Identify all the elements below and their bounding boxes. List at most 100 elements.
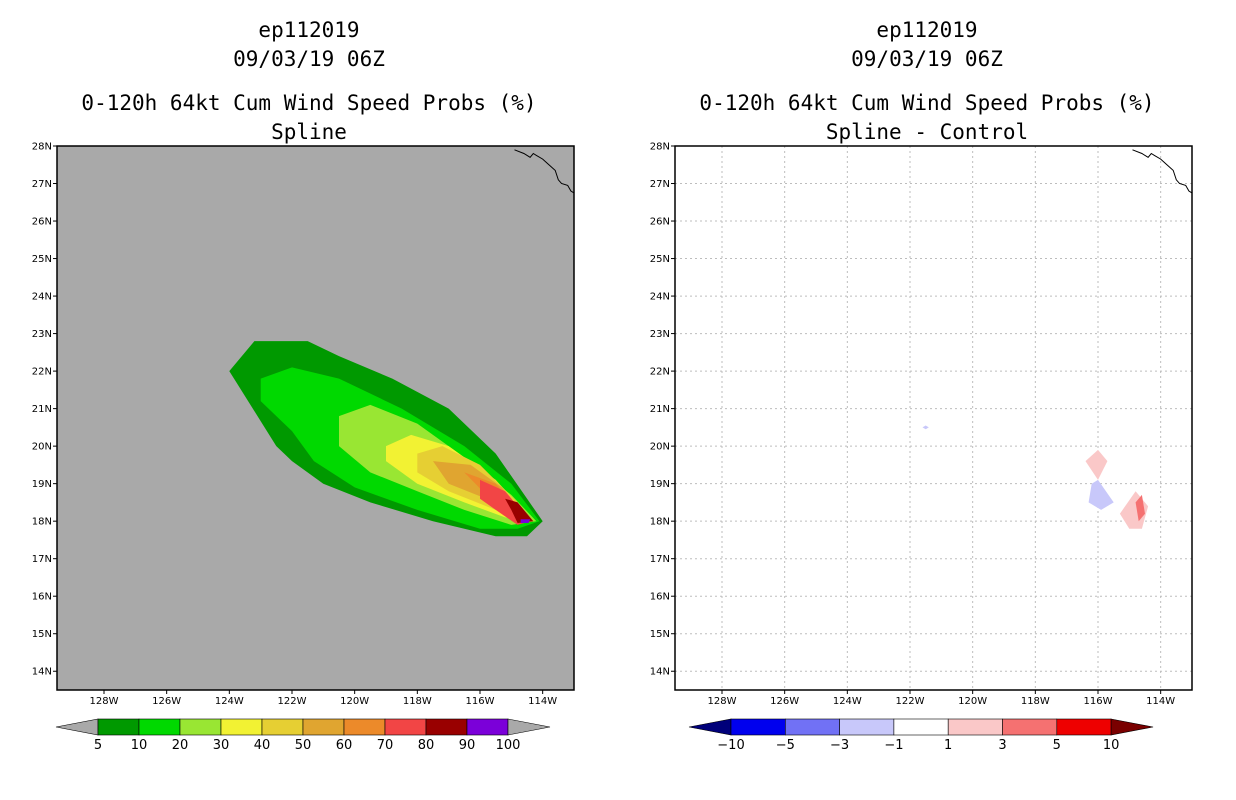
colorbar-label: −3 <box>830 738 849 753</box>
y-tick-label: 20N <box>650 442 670 453</box>
y-tick-label: 15N <box>650 629 670 640</box>
y-tick-label: 21N <box>650 404 670 415</box>
colorbar-label: 3 <box>998 738 1006 753</box>
y-tick-label: 17N <box>650 554 670 565</box>
colorbar-box <box>425 718 468 736</box>
colorbar-box <box>893 718 949 736</box>
difference-panel: ep112019 09/03/19 06Z 0-120h 64kt Cum Wi… <box>618 0 1236 800</box>
y-tick-label: 18N <box>650 517 670 528</box>
colorbar-arrow <box>1110 718 1154 736</box>
y-tick-label: 23N <box>32 329 52 340</box>
x-tick-label: 124W <box>833 696 862 707</box>
x-tick-label: 128W <box>708 696 737 707</box>
y-tick-label: 28N <box>650 142 670 153</box>
y-tick-label: 18N <box>32 517 52 528</box>
colorbar-box <box>179 718 222 736</box>
map-frame <box>56 145 575 691</box>
colorbar-label: −10 <box>717 738 744 753</box>
colorbar-label: −1 <box>884 738 903 753</box>
y-tick-label: 17N <box>32 554 52 565</box>
coastline <box>514 149 575 194</box>
y-tick-label: 15N <box>32 629 52 640</box>
y-tick-label: 21N <box>32 404 52 415</box>
contour-region <box>922 425 929 430</box>
colorbar-box <box>1056 718 1112 736</box>
y-tick-label: 25N <box>650 254 670 265</box>
y-tick-label: 25N <box>32 254 52 265</box>
colorbar-box <box>261 718 304 736</box>
colorbar-box <box>1002 718 1058 736</box>
chart-title: 0-120h 64kt Cum Wind Speed Probs (%) <box>699 91 1155 115</box>
x-tick-label: 124W <box>215 696 244 707</box>
map-background <box>675 146 1192 690</box>
colorbar-label: 5 <box>94 738 102 753</box>
colorbar-box <box>785 718 840 736</box>
spline-map: 128W 126W 124W 122W 120W 118W 116W 114W 14N 15N 16… <box>32 142 575 753</box>
y-tick-label: 27N <box>650 179 670 190</box>
map-frame <box>674 145 1193 691</box>
colorbar-box <box>730 718 786 736</box>
colorbar-label: 30 <box>213 738 230 753</box>
y-tick-label: 20N <box>32 442 52 453</box>
y-tick-label: 19N <box>650 479 670 490</box>
contour-region <box>1085 449 1108 480</box>
datetime: 09/03/19 06Z <box>233 47 385 71</box>
x-tick-label: 114W <box>528 696 557 707</box>
y-tick-label: 28N <box>32 142 52 153</box>
colorbar-arrow <box>55 718 99 736</box>
x-tick-label: 120W <box>958 696 987 707</box>
colorbar-label: 100 <box>496 738 521 753</box>
colorbar-box <box>138 718 181 736</box>
y-tick-label: 16N <box>32 592 52 603</box>
y-tick-label: 23N <box>650 329 670 340</box>
x-tick-label: 126W <box>770 696 799 707</box>
coastline <box>1132 149 1193 194</box>
x-tick-label: 126W <box>152 696 181 707</box>
datetime: 09/03/19 06Z <box>851 47 1003 71</box>
y-tick-label: 19N <box>32 479 52 490</box>
colorbar-box <box>466 718 509 736</box>
chart-subtitle: Spline <box>271 120 347 144</box>
y-tick-label: 16N <box>650 592 670 603</box>
x-tick-label: 128W <box>90 696 119 707</box>
colorbar-label: 90 <box>459 738 476 753</box>
colorbar-label: 5 <box>1053 738 1061 753</box>
y-tick-label: 24N <box>650 292 670 303</box>
y-tick-label: 26N <box>650 217 670 228</box>
colorbar-box <box>343 718 386 736</box>
spline-panel: ep112019 09/03/19 06Z 0-120h 64kt Cum Wi… <box>32 18 575 753</box>
x-tick-label: 118W <box>403 696 432 707</box>
y-tick-label: 26N <box>32 217 52 228</box>
contour-region <box>1135 494 1145 522</box>
colorbar-box <box>947 718 1003 736</box>
x-tick-label: 120W <box>340 696 369 707</box>
colorbar-label: 1 <box>944 738 952 753</box>
colorbar-box <box>384 718 427 736</box>
colorbar-label: 60 <box>336 738 353 753</box>
colorbar-label: 80 <box>418 738 435 753</box>
y-tick-label: 14N <box>650 667 670 678</box>
colorbar-arrow <box>507 718 551 736</box>
contour-region <box>520 519 531 523</box>
colorbar-label: 70 <box>377 738 394 753</box>
x-tick-label: 114W <box>1146 696 1175 707</box>
storm-id: ep112019 <box>258 18 360 42</box>
contour-region <box>1088 479 1114 510</box>
storm-id: ep112019 <box>876 18 978 42</box>
chart-title: 0-120h 64kt Cum Wind Speed Probs (%) <box>81 91 537 115</box>
x-tick-label: 116W <box>466 696 495 707</box>
y-tick-label: 14N <box>32 667 52 678</box>
colorbar-box <box>302 718 345 736</box>
colorbar-label: 20 <box>172 738 189 753</box>
colorbar-label: 50 <box>295 738 312 753</box>
colorbar-box <box>97 718 140 736</box>
colorbar-box <box>839 718 895 736</box>
contour-region <box>505 498 534 523</box>
chart-subtitle: Spline - Control <box>825 120 1029 144</box>
y-tick-label: 22N <box>650 367 670 378</box>
colorbar-arrow <box>688 718 732 736</box>
y-tick-label: 24N <box>32 292 52 303</box>
x-tick-label: 122W <box>278 696 307 707</box>
x-tick-label: 116W <box>1084 696 1113 707</box>
colorbar-label: 40 <box>254 738 271 753</box>
